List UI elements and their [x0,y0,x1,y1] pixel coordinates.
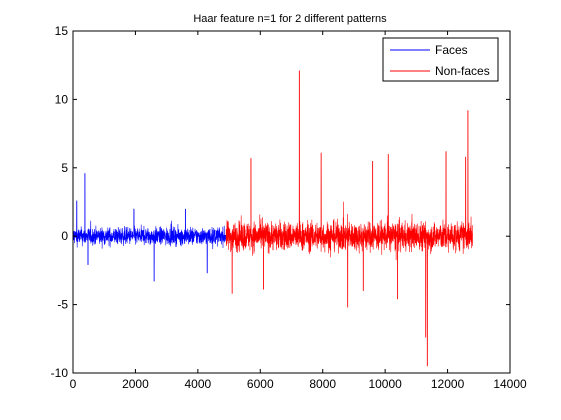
axes-layer: 0 2000 4000 6000 8000 10000 12000 14000 -10 -5 0 5 1… [51,24,527,391]
y-tick-label: 0 [61,229,68,243]
y-tick-label: 10 [55,92,69,106]
chart-title: Haar feature n=1 for 2 different pattern… [193,13,387,25]
x-tick-label: 2000 [122,377,149,391]
legend-box [382,37,499,82]
axes-frame [72,30,511,374]
x-tick-label: 4000 [185,377,212,391]
x-tick-label: 0 [70,377,77,391]
x-tick-label: 12000 [431,377,465,391]
legend: Faces Non-faces [382,37,499,82]
series-line-faces [72,173,227,282]
y-tick-label: 5 [61,161,68,175]
y-tick-label: -10 [51,366,69,380]
series-layer [72,70,473,367]
legend-label-faces: Faces [435,43,468,57]
y-tick-label: -5 [57,298,68,312]
x-tick-label: 14000 [493,377,527,391]
y-tick-label: 15 [55,24,69,38]
series-line-non-faces [225,70,473,367]
legend-label-non-faces: Non-faces [435,64,490,78]
x-tick-label: 6000 [247,377,274,391]
x-tick-label: 8000 [309,377,336,391]
plot-area [73,31,510,373]
x-tick-label: 10000 [368,377,402,391]
